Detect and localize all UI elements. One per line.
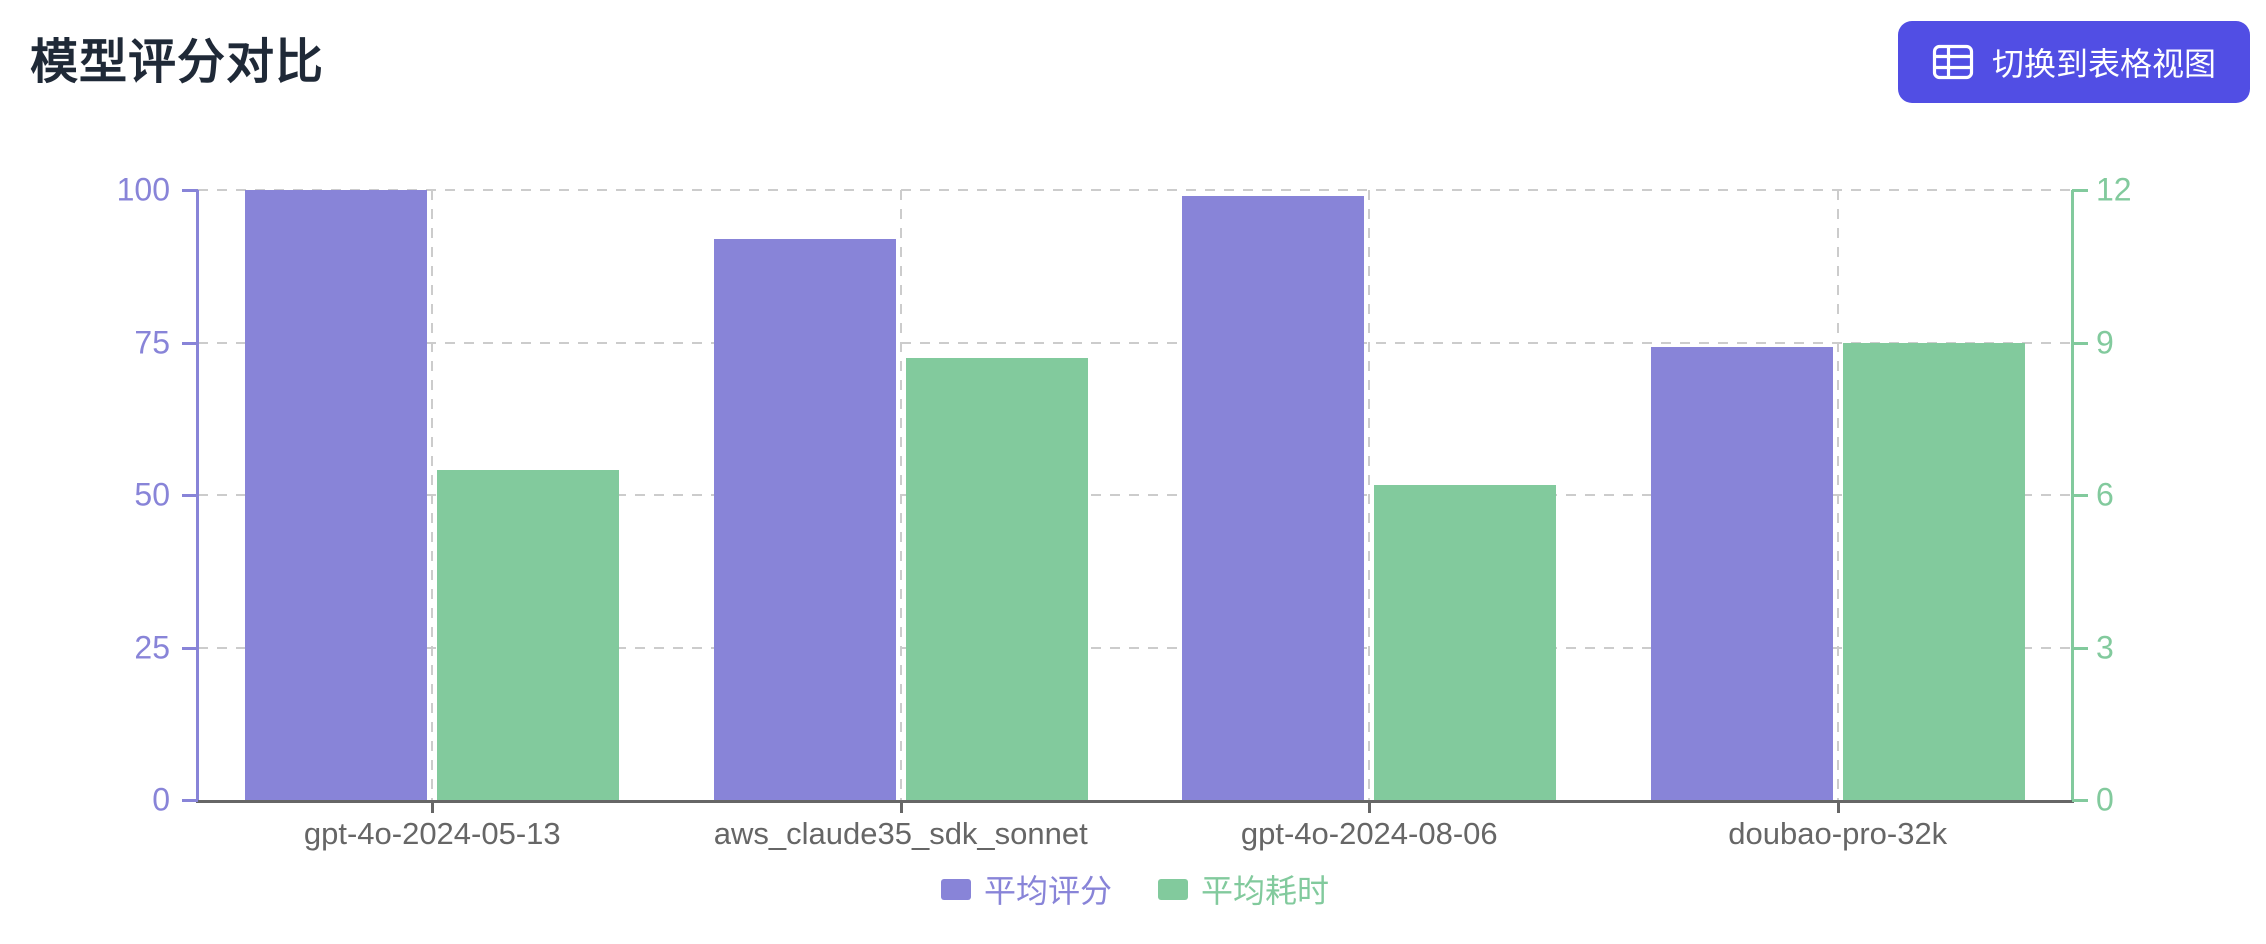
- vertical-gridline: [1836, 190, 1839, 800]
- x-axis-category-label: gpt-4o-2024-05-13: [303, 816, 561, 851]
- horizontal-gridline: [198, 646, 2072, 649]
- table-icon: [1932, 43, 1974, 81]
- legend-swatch: [940, 878, 971, 900]
- right-axis-tick-label: 3: [2096, 629, 2114, 665]
- left-axis-tick-label: 25: [134, 629, 170, 665]
- horizontal-gridline: [198, 494, 2072, 496]
- legend-label: 平均耗时: [1201, 873, 1330, 909]
- bar-score: [1182, 196, 1365, 800]
- bar-score: [713, 238, 896, 800]
- left-axis-tick: [182, 189, 198, 192]
- right-axis-tick-label: 9: [2096, 324, 2114, 360]
- x-axis-line: [196, 800, 2074, 803]
- horizontal-gridline: [198, 341, 2072, 344]
- right-axis-tick-label: 0: [2096, 781, 2114, 818]
- legend-label: 平均评分: [983, 873, 1112, 909]
- legend-item: 平均耗时: [1158, 866, 1329, 912]
- x-axis-tick: [1368, 800, 1372, 813]
- x-axis-tick: [431, 800, 435, 813]
- left-axis-tick-label: 50: [134, 476, 170, 513]
- bar-time: [1374, 484, 1557, 800]
- switch-to-table-view-button[interactable]: 切换到表格视图: [1897, 21, 2250, 103]
- left-axis-tick-label: 0: [152, 781, 170, 818]
- vertical-gridline: [431, 190, 434, 800]
- right-axis-tick: [2072, 189, 2088, 192]
- bar-score: [245, 190, 428, 800]
- right-axis-tick-label: 6: [2096, 476, 2114, 513]
- left-axis-tick: [182, 799, 198, 802]
- bar-chart-plot-area: 0 25 50 75 100 0 3 6 9 12 gpt-4o-2024-05-13 aws_cla…: [117, 172, 2132, 852]
- bar-time: [437, 469, 620, 800]
- bar-score: [1650, 346, 1833, 800]
- x-axis-tick: [899, 800, 903, 813]
- left-axis-tick: [182, 494, 198, 497]
- right-axis-tick-label: 12: [2096, 171, 2132, 208]
- x-axis-category-label: aws_claude35_sdk_sonnet: [713, 816, 1088, 851]
- bar-time: [905, 357, 1088, 800]
- page-title: 模型评分对比: [30, 36, 325, 89]
- right-axis-tick: [2072, 646, 2088, 650]
- horizontal-gridline: [198, 189, 2072, 191]
- chart-legend: 平均评分 平均耗时: [198, 866, 2072, 912]
- left-axis-tick: [182, 341, 198, 345]
- legend-item: 平均评分: [940, 866, 1112, 912]
- vertical-gridline: [1368, 190, 1371, 800]
- left-axis-tick: [182, 646, 198, 650]
- right-axis-tick: [2072, 799, 2088, 802]
- x-axis-category-label: gpt-4o-2024-08-06: [1240, 816, 1498, 851]
- left-axis-tick-label: 75: [134, 324, 170, 360]
- bar-time: [1842, 342, 2025, 800]
- left-axis-tick-label: 100: [116, 171, 170, 208]
- legend-swatch: [1158, 878, 1188, 900]
- x-axis-tick: [1836, 800, 1840, 813]
- right-axis-tick: [2072, 494, 2088, 497]
- vertical-gridline: [899, 190, 902, 800]
- right-axis-tick: [2072, 341, 2088, 345]
- x-axis-category-label: doubao-pro-32k: [1728, 816, 1948, 851]
- switch-to-table-view-label: 切换到表格视图: [1991, 46, 2216, 82]
